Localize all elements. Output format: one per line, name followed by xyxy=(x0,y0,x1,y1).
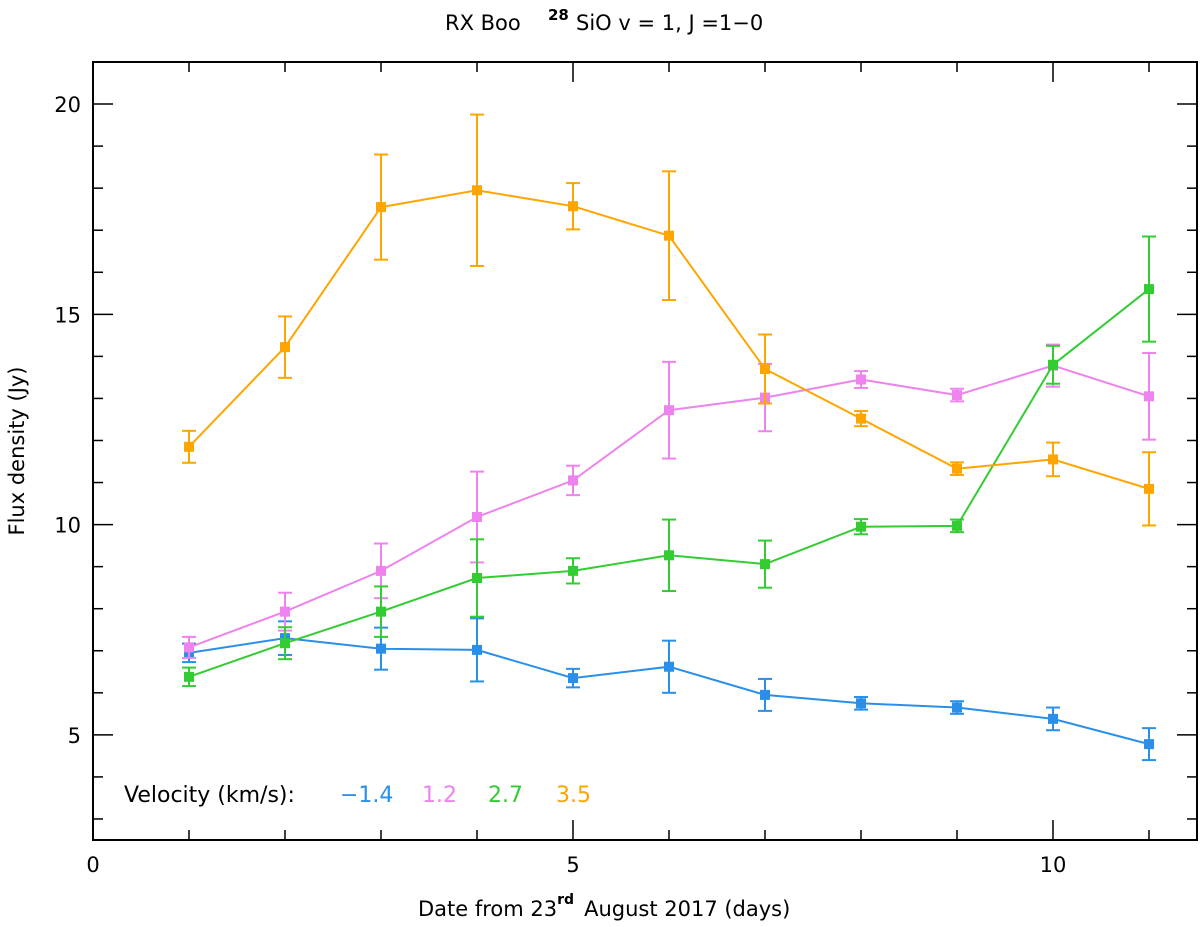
legend-entry-3: 3.5 xyxy=(556,783,591,808)
data-point xyxy=(184,671,194,682)
data-point xyxy=(568,565,578,576)
chart-title-isotope: 28 xyxy=(548,6,569,24)
legend: Velocity (km/s): −1.4 1.2 2.7 3.5 xyxy=(124,783,591,808)
legend-entry-1: 1.2 xyxy=(422,783,457,808)
axis-ticks: 0 5 10 5 10 15 20 xyxy=(54,61,1197,877)
data-point xyxy=(952,520,962,531)
data-point xyxy=(568,201,578,212)
x-axis-label-rest: August 2017 (days) xyxy=(584,897,790,921)
y-tick-label: 15 xyxy=(54,303,81,327)
data-point xyxy=(472,644,482,655)
data-point xyxy=(472,185,482,196)
data-point xyxy=(568,673,578,684)
data-point xyxy=(1048,454,1058,465)
data-point xyxy=(1144,284,1154,295)
data-point xyxy=(856,374,866,385)
data-point xyxy=(664,550,674,561)
chart-title-star: RX Boo xyxy=(445,11,521,35)
series-line xyxy=(188,288,1150,678)
data-point xyxy=(376,565,386,576)
series-3 xyxy=(182,113,1156,527)
data-point xyxy=(1144,391,1154,402)
data-point xyxy=(184,441,194,452)
y-tick-label: 5 xyxy=(68,724,81,748)
series-layer xyxy=(182,113,1156,762)
data-point xyxy=(952,463,962,474)
x-tick-label: 0 xyxy=(86,853,99,877)
data-point xyxy=(856,521,866,532)
data-point xyxy=(952,390,962,401)
series-1 xyxy=(182,343,1156,659)
plot-frame xyxy=(92,61,1198,841)
data-point xyxy=(760,689,770,700)
data-point xyxy=(664,405,674,416)
data-point xyxy=(664,230,674,241)
y-tick-label: 20 xyxy=(54,93,81,117)
data-point xyxy=(1048,713,1058,724)
legend-entry-0: −1.4 xyxy=(340,783,393,808)
data-point xyxy=(760,363,770,374)
data-point xyxy=(376,202,386,213)
data-point xyxy=(280,342,290,353)
data-point xyxy=(376,606,386,617)
data-point xyxy=(760,559,770,570)
data-point xyxy=(280,638,290,649)
legend-entry-2: 2.7 xyxy=(488,783,523,808)
data-point xyxy=(1144,739,1154,750)
data-point xyxy=(472,573,482,584)
data-point xyxy=(280,606,290,617)
chart-title-line: SiO v = 1, J =1−0 xyxy=(576,11,763,35)
data-point xyxy=(568,475,578,486)
data-point xyxy=(184,642,194,653)
data-point xyxy=(1048,359,1058,370)
data-point xyxy=(856,698,866,709)
x-axis-label: Date from 23rd August 2017 (days) xyxy=(418,892,790,921)
x-axis-label-prefix: Date from 23 xyxy=(418,897,557,921)
series-0 xyxy=(182,617,1156,762)
data-point xyxy=(856,413,866,424)
legend-title: Velocity (km/s): xyxy=(124,783,295,808)
data-point xyxy=(664,661,674,672)
data-point xyxy=(1144,483,1154,494)
y-axis-label: Flux density (Jy) xyxy=(5,366,29,535)
x-axis-label-sup: rd xyxy=(557,892,574,908)
x-tick-label: 10 xyxy=(1040,853,1067,877)
x-tick-label: 5 xyxy=(566,853,579,877)
y-tick-label: 10 xyxy=(54,514,81,538)
data-point xyxy=(472,512,482,523)
data-point xyxy=(952,702,962,713)
series-2 xyxy=(182,235,1156,688)
data-point xyxy=(376,643,386,654)
